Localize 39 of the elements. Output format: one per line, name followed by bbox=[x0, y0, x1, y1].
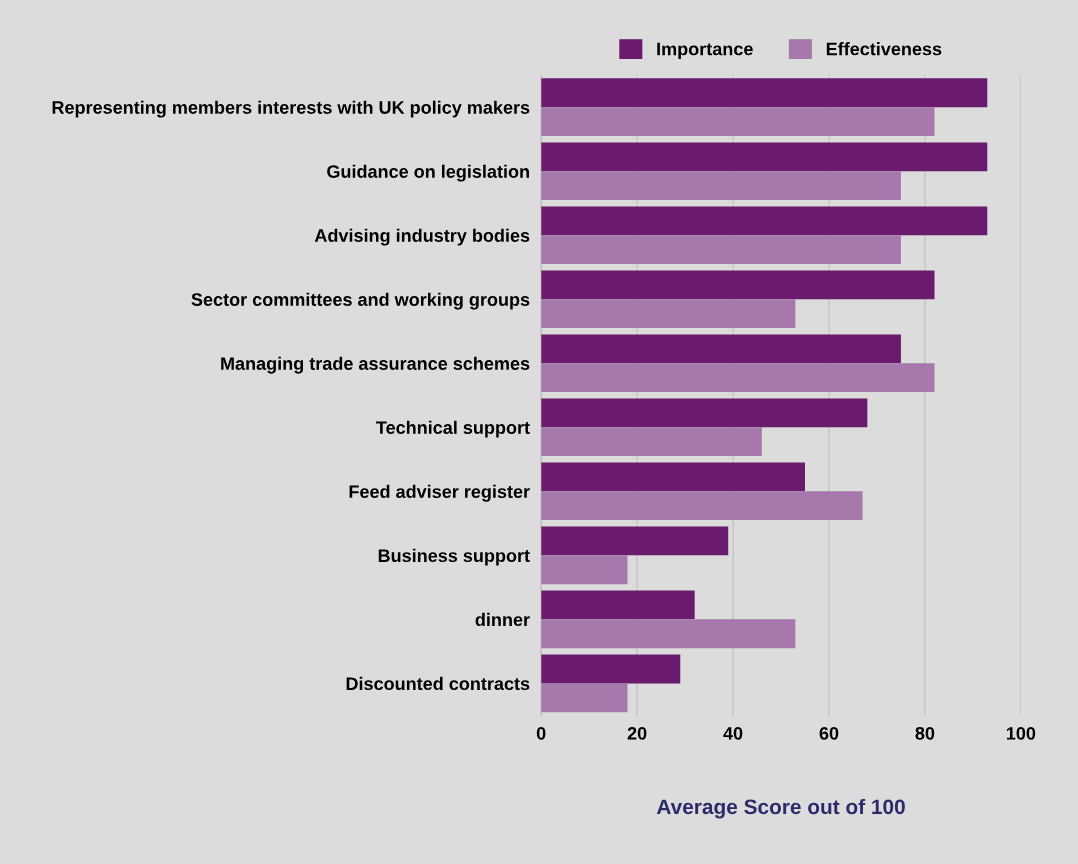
bar bbox=[541, 78, 988, 108]
bar bbox=[541, 654, 681, 684]
y-tick-label: Feed adviser register bbox=[349, 484, 530, 502]
y-tick-label: Advising industry bodies bbox=[314, 228, 530, 246]
bar bbox=[541, 398, 868, 428]
legend-label: Effectiveness bbox=[826, 42, 942, 56]
bar bbox=[541, 235, 901, 265]
bar bbox=[541, 619, 796, 649]
x-tick-label: 0 bbox=[536, 726, 546, 740]
bar bbox=[541, 270, 935, 300]
bar bbox=[541, 462, 805, 492]
bar bbox=[541, 683, 628, 713]
legend-label: Importance bbox=[657, 42, 753, 59]
bar bbox=[541, 206, 988, 236]
bar bbox=[541, 171, 901, 201]
y-tick-label: Guidance on legislation bbox=[327, 164, 529, 182]
x-tick-label: 40 bbox=[723, 726, 743, 740]
x-axis-title: Average Score out of 100 bbox=[656, 798, 905, 819]
x-tick-label: 100 bbox=[1006, 726, 1036, 740]
y-tick-label: Technical support bbox=[376, 420, 530, 438]
y-tick-label: dinner bbox=[475, 612, 530, 627]
bar bbox=[541, 142, 988, 172]
x-tick-label: 60 bbox=[819, 726, 839, 740]
bar bbox=[541, 526, 729, 556]
x-tick-label: 20 bbox=[627, 726, 647, 740]
y-tick-label: Managing trade assurance schemes bbox=[221, 356, 530, 374]
bar bbox=[541, 363, 935, 393]
bar bbox=[541, 555, 628, 585]
y-tick-label: Discounted contracts bbox=[346, 676, 530, 691]
bar bbox=[541, 334, 901, 364]
bar bbox=[541, 299, 796, 329]
bar bbox=[541, 427, 762, 457]
bar bbox=[541, 590, 695, 620]
bar bbox=[541, 491, 863, 521]
y-tick-label: Business support bbox=[378, 548, 530, 566]
bar bbox=[541, 107, 935, 136]
x-tick-label: 80 bbox=[915, 726, 935, 740]
y-tick-label: Sector committees and working groups bbox=[191, 292, 530, 310]
y-tick-label: Representing members interests with UK policy makers bbox=[52, 100, 530, 118]
